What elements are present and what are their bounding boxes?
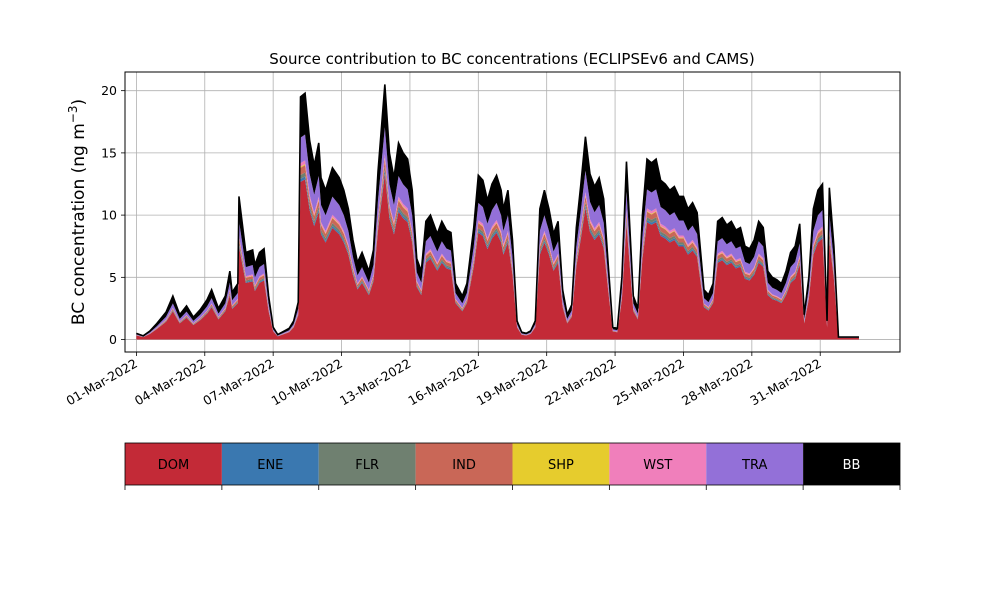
legend-swatch-shp — [512, 443, 610, 485]
chart-title: Source contribution to BC concentrations… — [269, 50, 754, 68]
area-dom — [136, 173, 859, 340]
y-tick-label: 5 — [109, 270, 117, 285]
total-line — [136, 84, 859, 338]
y-tick-label: 20 — [101, 83, 117, 98]
legend-label-ind: IND — [452, 458, 476, 473]
legend-swatch-wst — [609, 443, 707, 485]
stacked-areas — [136, 84, 859, 340]
y-tick-label: 0 — [109, 332, 117, 347]
legend-swatch-flr — [318, 443, 416, 485]
y-tick-label: 15 — [101, 145, 117, 160]
legend-swatch-bb — [803, 443, 900, 485]
y-axis: 0 5 10 15 20 — [101, 83, 125, 347]
legend-label-shp: SHP — [548, 458, 574, 473]
y-axis-label-main: BC concentration (ng m — [69, 123, 89, 325]
y-axis-label: BC concentration (ng m−3) — [66, 99, 89, 325]
legend-swatch-ene — [221, 443, 319, 485]
legend-swatch-ind — [415, 443, 513, 485]
legend-swatch-tra — [706, 443, 804, 485]
legend-colorbar: DOM ENE FLR IND SHP WST TRA BB — [124, 442, 901, 490]
y-axis-label-exponent: −3 — [66, 105, 80, 123]
legend-swatch-dom — [125, 443, 222, 485]
legend-label-flr: FLR — [355, 458, 379, 473]
legend-label-ene: ENE — [257, 458, 283, 473]
total-line-group — [136, 84, 859, 338]
legend-label-tra: TRA — [741, 458, 767, 473]
legend-label-wst: WST — [643, 458, 672, 473]
plot-frame — [124, 71, 901, 353]
y-axis-label-close: ) — [69, 99, 89, 106]
y-tick-label: 10 — [101, 208, 117, 223]
legend-label-bb: BB — [843, 458, 861, 473]
legend-label-dom: DOM — [158, 458, 189, 473]
